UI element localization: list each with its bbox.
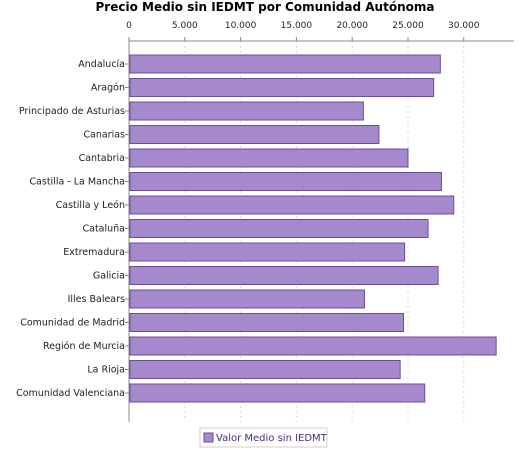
category-label: Andalucía bbox=[78, 59, 125, 70]
bar-series bbox=[129, 54, 497, 403]
bar bbox=[129, 313, 405, 332]
x-axis-ticks: 0 5.000 10.000 15.000 20.000 25.000 30.000 bbox=[126, 21, 480, 41]
axes bbox=[128, 40, 514, 422]
category-label: Comunidad de Madrid bbox=[20, 318, 125, 329]
bar bbox=[129, 125, 380, 144]
chart-title: Precio Medio sin IEDMT por Comunidad Aut… bbox=[96, 0, 435, 14]
x-tick-label: 15.000 bbox=[281, 21, 313, 31]
x-tick-label: 5.000 bbox=[172, 21, 198, 31]
category-label: Principado de Asturias bbox=[19, 106, 125, 117]
bar bbox=[129, 336, 497, 356]
bar bbox=[129, 54, 441, 74]
bar bbox=[129, 242, 406, 262]
x-tick-label: 0 bbox=[126, 21, 132, 31]
category-label: Galicia bbox=[93, 271, 125, 282]
category-label: Illes Balears bbox=[68, 294, 125, 305]
bar bbox=[129, 383, 426, 403]
legend-frame bbox=[199, 427, 328, 448]
x-tick-label: 20.000 bbox=[336, 21, 368, 31]
bar bbox=[129, 148, 409, 168]
category-label: Canarias bbox=[83, 130, 125, 141]
bar bbox=[129, 195, 455, 215]
category-label: Extremadura bbox=[63, 247, 125, 258]
category-label: Comunidad Valenciana bbox=[16, 388, 125, 399]
x-tick-label: 10.000 bbox=[225, 21, 257, 31]
legend-swatch bbox=[203, 432, 214, 443]
category-label: Cataluña bbox=[82, 224, 125, 235]
bar bbox=[129, 289, 365, 309]
x-tick-label: 25.000 bbox=[392, 21, 424, 31]
bar bbox=[129, 101, 364, 121]
category-label: La Rioja bbox=[87, 365, 125, 376]
bar bbox=[129, 219, 429, 238]
category-label: Castilla y León bbox=[56, 200, 125, 211]
category-label: Cantabria bbox=[79, 153, 125, 164]
legend-label: Valor Medio sin IEDMT bbox=[216, 433, 328, 444]
bar bbox=[129, 172, 442, 191]
y-axis-category-labels: Andalucía Aragón Principado de Asturias Can… bbox=[16, 59, 129, 399]
bar bbox=[129, 78, 435, 97]
category-label: Región de Murcia bbox=[43, 341, 125, 352]
bar bbox=[129, 360, 401, 379]
category-label: Aragón bbox=[91, 83, 125, 94]
legend: Valor Medio sin IEDMT bbox=[199, 427, 328, 448]
bar bbox=[129, 266, 439, 285]
category-label: Castilla - La Mancha bbox=[29, 177, 125, 188]
x-tick-label: 30.000 bbox=[448, 21, 480, 31]
